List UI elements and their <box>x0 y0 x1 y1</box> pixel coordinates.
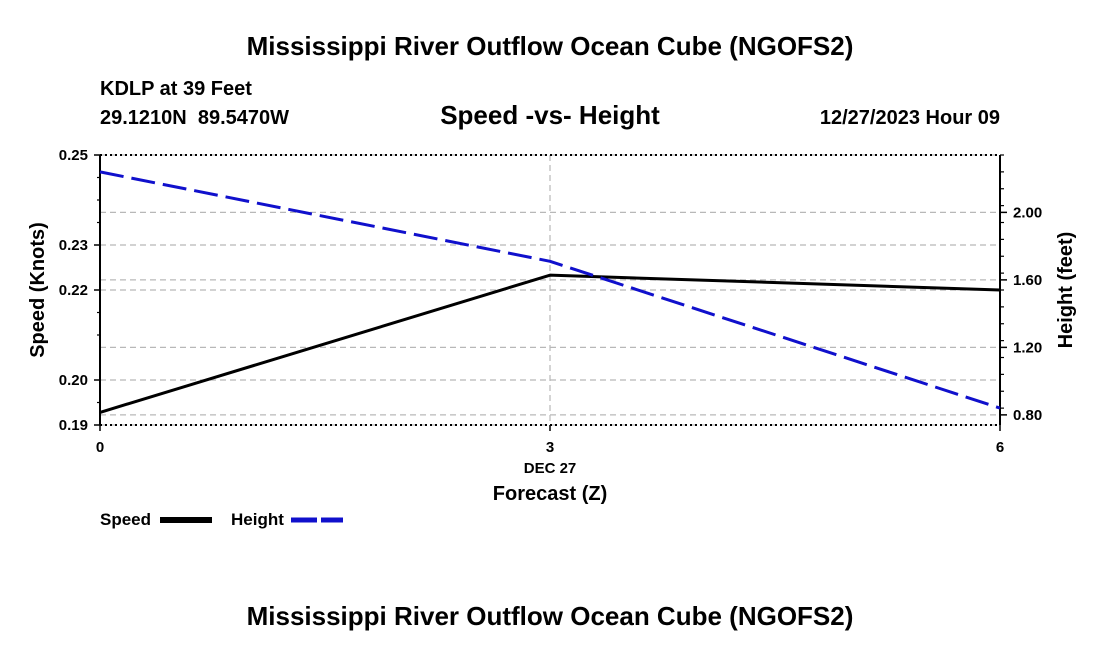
tick-label-x-0: 0 <box>96 439 104 456</box>
tick-label-x-1: 3 <box>546 439 554 456</box>
forecast-datetime: 12/27/2023 Hour 09 <box>820 107 1000 129</box>
legend-label-height: Height <box>231 510 284 529</box>
footer-title: Mississippi River Outflow Ocean Cube (NG… <box>247 601 854 631</box>
tick-label-x-2: 6 <box>996 439 1004 456</box>
tick-label-right-3: 2.00 <box>1013 204 1042 221</box>
y-axis-left-label: Speed (Knots) <box>27 222 49 358</box>
x-date-label: DEC 27 <box>524 460 577 477</box>
tick-label-left-1: 0.20 <box>59 372 88 389</box>
legend: Speed Height <box>100 510 343 529</box>
tick-label-left-2: 0.22 <box>59 282 88 299</box>
series-line-height <box>99 170 1001 410</box>
station-name: KDLP at 39 Feet <box>100 78 252 100</box>
grid-layer <box>100 154 1000 426</box>
tick-label-right-1: 1.20 <box>1013 339 1042 356</box>
tick-label-right-2: 1.60 <box>1013 272 1042 289</box>
tick-label-right-0: 0.80 <box>1013 407 1042 424</box>
tick-label-left-4: 0.25 <box>59 147 88 164</box>
x-axis-label: Forecast (Z) <box>493 483 607 505</box>
series-layer <box>99 170 1001 414</box>
legend-label-speed: Speed <box>100 510 151 529</box>
tick-layer: 0.19 0.20 0.22 0.23 0.25 0.80 1.20 1.60 2.00 0 3 6 <box>59 147 1042 456</box>
station-coords: 29.1210N 89.5470W <box>100 107 289 129</box>
series-line-speed <box>99 273 1001 414</box>
y-axis-right-label: Height (feet) <box>1055 232 1077 349</box>
page-title: Mississippi River Outflow Ocean Cube (NG… <box>247 31 854 61</box>
chart-title: Speed -vs- Height <box>440 100 660 130</box>
tick-label-left-3: 0.23 <box>59 237 88 254</box>
tick-label-left-0: 0.19 <box>59 417 88 434</box>
